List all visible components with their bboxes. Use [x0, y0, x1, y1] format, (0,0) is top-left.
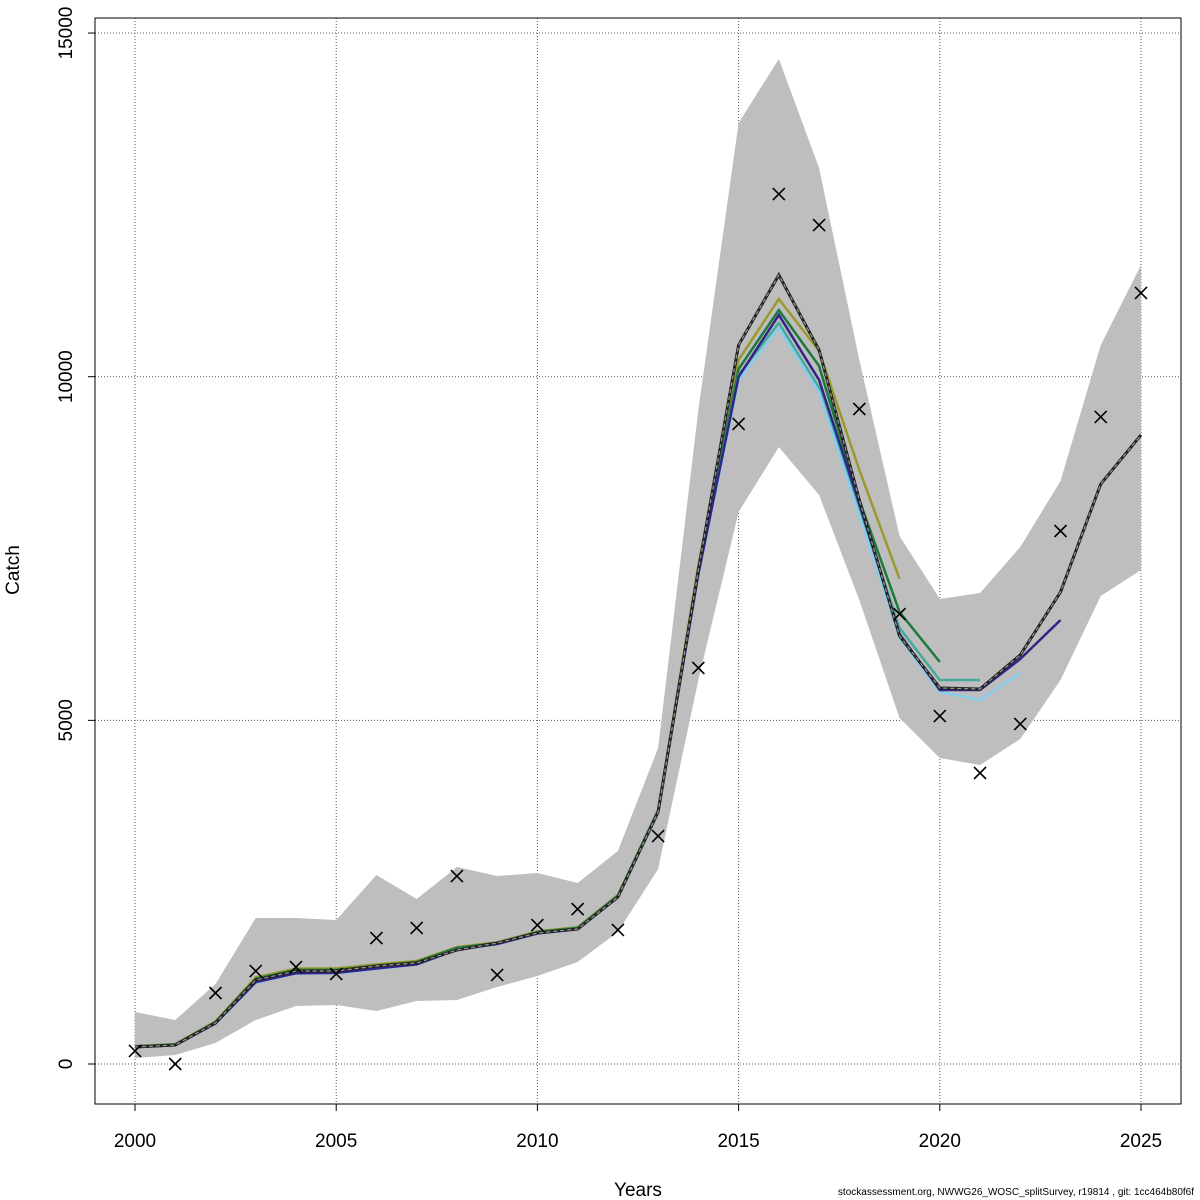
series-line-dashed [134, 273, 1142, 1048]
observed-point [1053, 524, 1068, 538]
y-tick-label: 15000 [56, 7, 77, 60]
observed-point [892, 607, 907, 621]
observed-point [732, 417, 746, 431]
observed-point [691, 661, 705, 675]
confidence-band-area [135, 58, 1141, 1059]
observed-point [450, 869, 464, 883]
observed-point [208, 986, 223, 1000]
x-tick-label: 2015 [717, 1131, 759, 1152]
observed-point [249, 964, 263, 978]
observed-point [128, 1044, 142, 1058]
y-tick-label: 5000 [56, 699, 77, 741]
observed-point [369, 931, 384, 945]
observed-point [611, 923, 625, 937]
y-axis-label: Catch [3, 545, 24, 595]
x-axis-label: Years [614, 1180, 662, 1200]
x-tick-label: 2025 [1120, 1131, 1162, 1152]
x-tick-label: 2005 [315, 1131, 357, 1152]
observed-point [329, 967, 343, 981]
observed-point [410, 921, 424, 935]
observed-point [933, 709, 947, 723]
x-tick-label: 2010 [516, 1131, 558, 1152]
observed-point [973, 766, 987, 780]
footer-text: stockassessment.org, NWWG26_WOSC_splitSu… [837, 1187, 1194, 1198]
y-tick-label: 10000 [56, 350, 77, 403]
observed-point [490, 968, 504, 982]
observed-point [852, 402, 866, 416]
observed-point [1094, 410, 1108, 424]
observed-point [530, 918, 544, 932]
y-tick-label: 0 [56, 1059, 77, 1070]
observed-point [651, 829, 665, 843]
series-lines [134, 271, 1143, 1049]
confidence-band [135, 58, 1141, 1059]
observed-points [128, 187, 1148, 1071]
plot-frame [94, 17, 1182, 1105]
axis-ticks: 2000 2005 2010 2015 2020 2025 0 5000 10000 15000 [56, 7, 1162, 1152]
observed-point [1013, 717, 1027, 731]
observed-point [289, 960, 303, 974]
observed-point [812, 218, 826, 232]
observed-point [571, 902, 585, 916]
observed-point [1134, 286, 1148, 300]
x-tick-label: 2020 [919, 1131, 961, 1152]
observed-point [168, 1057, 182, 1071]
x-tick-label: 2000 [114, 1131, 156, 1152]
observed-point [772, 187, 786, 201]
